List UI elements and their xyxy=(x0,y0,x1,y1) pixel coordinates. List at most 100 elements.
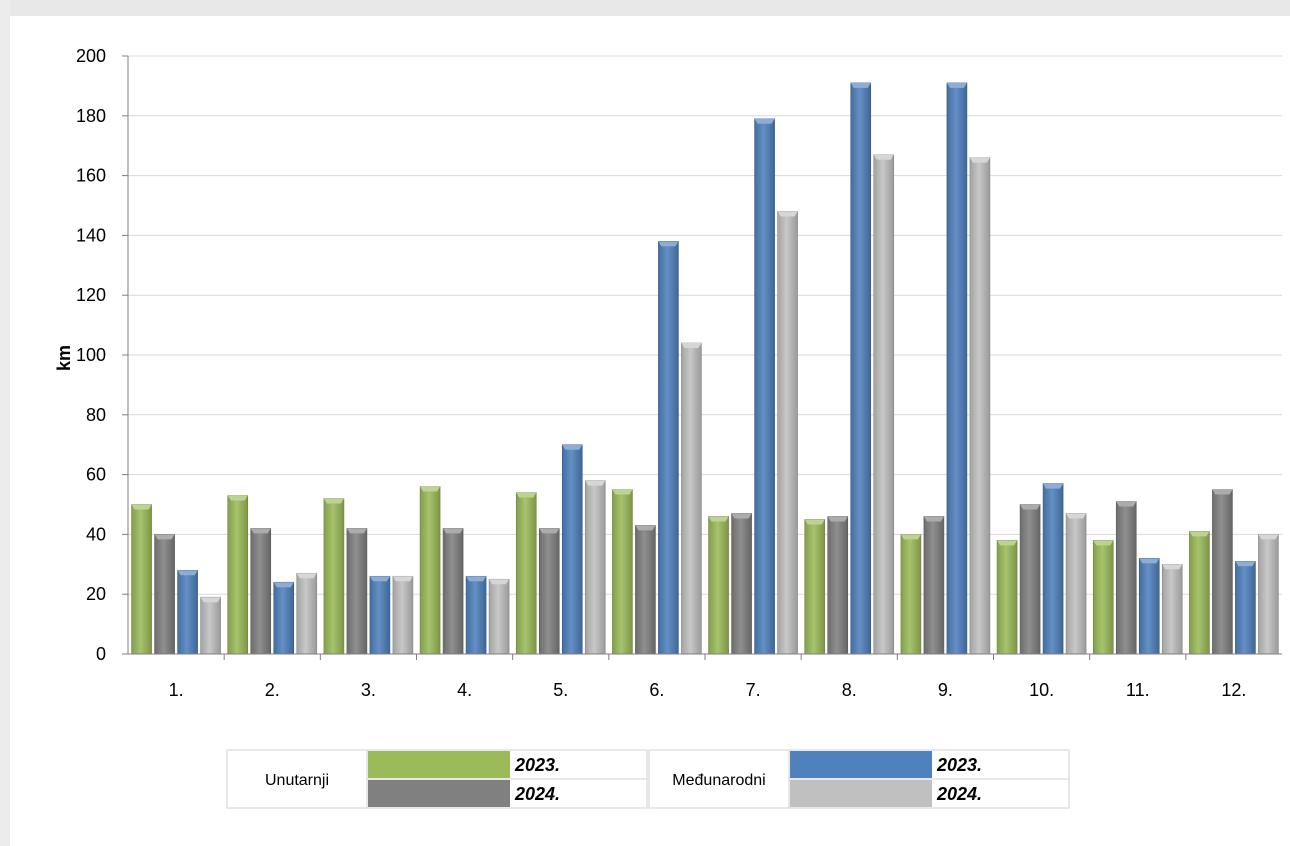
x-tick-label: 3. xyxy=(361,680,376,700)
bar xyxy=(584,480,606,655)
legend-swatch xyxy=(368,751,510,778)
bar xyxy=(635,525,656,655)
bar-cap xyxy=(369,576,390,582)
bar xyxy=(1138,558,1160,655)
x-tick-label: 10. xyxy=(1029,680,1054,700)
axis-layer: 0 20 40 60 80 100 120 140 160 180 200 1. 2. 3. 4. 5. 6. 7… xyxy=(76,46,1282,700)
bar xyxy=(392,575,414,655)
bar xyxy=(131,504,152,655)
bar xyxy=(465,575,487,655)
y-tick-label: 100 xyxy=(76,345,106,365)
bar-cap xyxy=(296,573,317,579)
bar-cap xyxy=(250,528,271,534)
bar-cap xyxy=(273,582,294,588)
bar xyxy=(369,575,391,655)
bar xyxy=(804,519,826,655)
bar xyxy=(154,534,175,655)
y-tick-label: 120 xyxy=(76,285,106,305)
bar xyxy=(731,513,752,655)
y-axis-label: km xyxy=(54,345,74,371)
bar xyxy=(538,528,560,655)
x-tick-label: 9. xyxy=(938,680,953,700)
bar xyxy=(996,540,1018,655)
bar-cap xyxy=(873,154,894,160)
y-tick-label: 0 xyxy=(96,644,106,664)
bar-cap xyxy=(200,597,221,603)
bar xyxy=(1115,501,1137,655)
top-bar xyxy=(0,0,1290,16)
y-tick-label: 160 xyxy=(76,166,106,186)
x-tick-label: 4. xyxy=(457,680,472,700)
bar-cap xyxy=(850,82,871,88)
bar-cap xyxy=(392,576,413,582)
bar-cap xyxy=(900,534,921,540)
bar xyxy=(561,444,583,655)
bar xyxy=(1258,534,1279,655)
bar xyxy=(177,569,198,655)
bar-cap xyxy=(708,516,729,522)
bar-cap xyxy=(131,504,152,510)
bar-cap xyxy=(681,343,702,349)
bar-cap xyxy=(466,576,487,582)
bar xyxy=(1235,561,1256,655)
bar-cap xyxy=(946,82,967,88)
bar xyxy=(1161,563,1183,655)
x-tick-label: 7. xyxy=(746,680,761,700)
bar xyxy=(873,154,895,655)
bar xyxy=(900,534,922,655)
bar-cap xyxy=(1235,561,1256,567)
bar xyxy=(658,241,679,655)
bar-cap xyxy=(997,540,1018,546)
bar-cap xyxy=(612,489,633,495)
bar-cap xyxy=(635,525,656,531)
bar-cap xyxy=(827,516,848,522)
bar xyxy=(1189,531,1210,655)
bar-cap xyxy=(658,241,679,247)
bar xyxy=(777,211,798,655)
x-tick-label: 8. xyxy=(842,680,857,700)
bar xyxy=(827,516,849,655)
bar-cap xyxy=(1212,489,1233,495)
bar-cap xyxy=(804,519,825,525)
bar-cap xyxy=(177,570,198,576)
bar-cap xyxy=(777,211,798,217)
legend-year-label: 2023. xyxy=(514,755,560,775)
legend: Unutarnji 2023. 2024. Međunarodni 2023. 2024. xyxy=(226,749,1070,809)
bar xyxy=(227,495,249,655)
legend-year-label: 2024. xyxy=(936,784,982,804)
y-tick-label: 80 xyxy=(86,405,106,425)
legend-group-label: Unutarnji xyxy=(265,772,329,789)
bar-cap xyxy=(754,118,775,124)
bar xyxy=(681,342,702,655)
bar xyxy=(612,489,633,655)
x-tick-label: 1. xyxy=(169,680,184,700)
bar-cap xyxy=(1189,531,1210,537)
y-tick-label: 180 xyxy=(76,106,106,126)
bar-cap xyxy=(420,486,441,492)
legend-year-label: 2023. xyxy=(936,755,982,775)
bar xyxy=(754,118,775,655)
y-tick-label: 200 xyxy=(76,46,106,66)
bar xyxy=(323,498,345,655)
legend-year-label: 2024. xyxy=(514,784,560,804)
grid-layer xyxy=(128,55,1282,595)
bar-cap xyxy=(154,534,175,540)
bar xyxy=(273,581,295,655)
bar xyxy=(1019,504,1041,655)
bar-cap xyxy=(1258,534,1279,540)
bar-cap xyxy=(443,528,464,534)
x-tick-label: 2. xyxy=(265,680,280,700)
bar-cap xyxy=(227,495,248,501)
bar xyxy=(488,578,510,655)
y-tick-label: 140 xyxy=(76,225,106,245)
bar xyxy=(296,572,318,655)
left-border xyxy=(0,0,10,846)
x-tick-label: 11. xyxy=(1126,680,1150,700)
bar xyxy=(1092,540,1114,655)
bar xyxy=(850,82,872,655)
bar xyxy=(923,516,945,655)
bar-cap xyxy=(585,480,606,486)
legend-swatch xyxy=(368,780,510,807)
bar xyxy=(250,528,272,655)
